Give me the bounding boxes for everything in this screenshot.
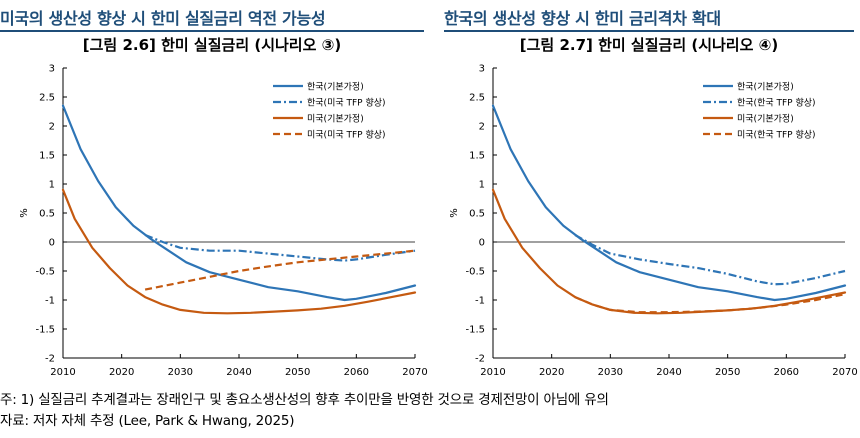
chart2-y-tick-label: -0.5 — [465, 267, 485, 278]
chart-title-left: [그림 2.6] 한미 실질금리 (시나리오 ③) — [82, 36, 342, 54]
chart2-y-tick-label: 2.5 — [469, 93, 485, 104]
chart2-y-tick-label: 1.5 — [469, 151, 485, 162]
left-panel-header-text: 미국의 생산성 향상 시 한미 실질금리 역전 가능성 — [0, 9, 326, 28]
left-panel-header: 미국의 생산성 향상 시 한미 실질금리 역전 가능성 — [0, 0, 424, 32]
source-note: 자료: 저자 자체 추정 (Lee, Park & Hwang, 2025) — [0, 413, 295, 429]
chart1-y-tick-label: -1.5 — [35, 325, 55, 336]
chart1-y-tick-label: 1 — [49, 180, 55, 191]
chart2-x-tick-label: 2070 — [832, 367, 857, 378]
chart2-x-tick-label: 2040 — [656, 367, 681, 378]
chart1-x-tick-label: 2050 — [285, 367, 310, 378]
right-panel-header: 한국의 생산성 향상 시 한미 금리격차 확대 — [444, 0, 854, 32]
chart1-x-tick-label: 2030 — [168, 367, 193, 378]
chart2-x-tick-label: 2050 — [715, 367, 740, 378]
chart2-legend-label: 미국(한국 TFP 향상) — [737, 129, 816, 141]
chart1-y-tick-label: 1.5 — [39, 151, 55, 162]
chart2-legend-label: 미국(기본가정) — [737, 114, 794, 125]
chart1-y-tick-label: -1 — [45, 296, 55, 307]
chart1-x-tick-label: 2060 — [344, 367, 369, 378]
chart2-x-tick-label: 2030 — [598, 367, 623, 378]
chart2-legend-label: 한국(한국 TFP 향상) — [737, 97, 816, 109]
chart1-legend-label: 한국(미국 TFP 향상) — [307, 97, 386, 109]
chart1-x-tick-label: 2040 — [226, 367, 251, 378]
chart2-series-4-line — [574, 293, 846, 314]
chart2-series-1-line — [491, 104, 847, 302]
chart2-y-axis-label: % — [449, 208, 460, 218]
chart1-y-axis-label: % — [19, 208, 30, 218]
chart1-y-tick-label: -0.5 — [35, 267, 55, 278]
chart1-legend-label: 한국(기본가정) — [307, 82, 364, 93]
chart1-x-tick-label: 2020 — [109, 367, 134, 378]
chart2-series-2-line — [574, 234, 846, 286]
chart2-y-tick-label: 0.5 — [469, 209, 485, 220]
chart1-x-tick-label: 2070 — [402, 367, 427, 378]
chart2-y-tick-label: 0 — [479, 238, 485, 249]
chart-title-right: [그림 2.7] 한미 실질금리 (시나리오 ④) — [519, 36, 779, 54]
chart1-series-2-line — [144, 233, 416, 262]
chart2-y-tick-label: -2 — [475, 354, 485, 365]
chart2-x-tick-label: 2060 — [774, 367, 799, 378]
chart2-x-tick-label: 2010 — [480, 367, 505, 378]
chart1-y-tick-label: 2 — [49, 122, 55, 133]
chart2-y-tick-label: 3 — [479, 64, 485, 75]
chart2-y-tick-label: -1 — [475, 296, 485, 307]
chart1-y-tick-label: -2 — [45, 354, 55, 365]
chart1-legend-label: 미국(미국 TFP 향상) — [307, 129, 386, 141]
chart1-y-tick-label: 0 — [49, 238, 55, 249]
footnote: 주: 1) 실질금리 추계결과는 장래인구 및 총요소생산성의 향후 추이만을 … — [0, 392, 609, 408]
chart2-y-tick-label: 2 — [479, 122, 485, 133]
chart1-series-1-line — [61, 104, 417, 302]
chart1-y-tick-label: 0.5 — [39, 209, 55, 220]
chart1-x-tick-label: 2010 — [50, 367, 75, 378]
chart1-y-tick-label: 2.5 — [39, 93, 55, 104]
chart1-legend-label: 미국(기본가정) — [307, 114, 364, 125]
right-panel-header-text: 한국의 생산성 향상 시 한미 금리격차 확대 — [444, 9, 721, 28]
chart1-series-4-line — [144, 249, 416, 291]
chart1-series-3-line — [61, 188, 417, 315]
chart2-x-tick-label: 2020 — [539, 367, 564, 378]
chart2-y-tick-label: -1.5 — [465, 325, 485, 336]
chart2-y-tick-label: 1 — [479, 180, 485, 191]
chart1-y-tick-label: 3 — [49, 64, 55, 75]
chart2-legend-label: 한국(기본가정) — [737, 82, 794, 93]
